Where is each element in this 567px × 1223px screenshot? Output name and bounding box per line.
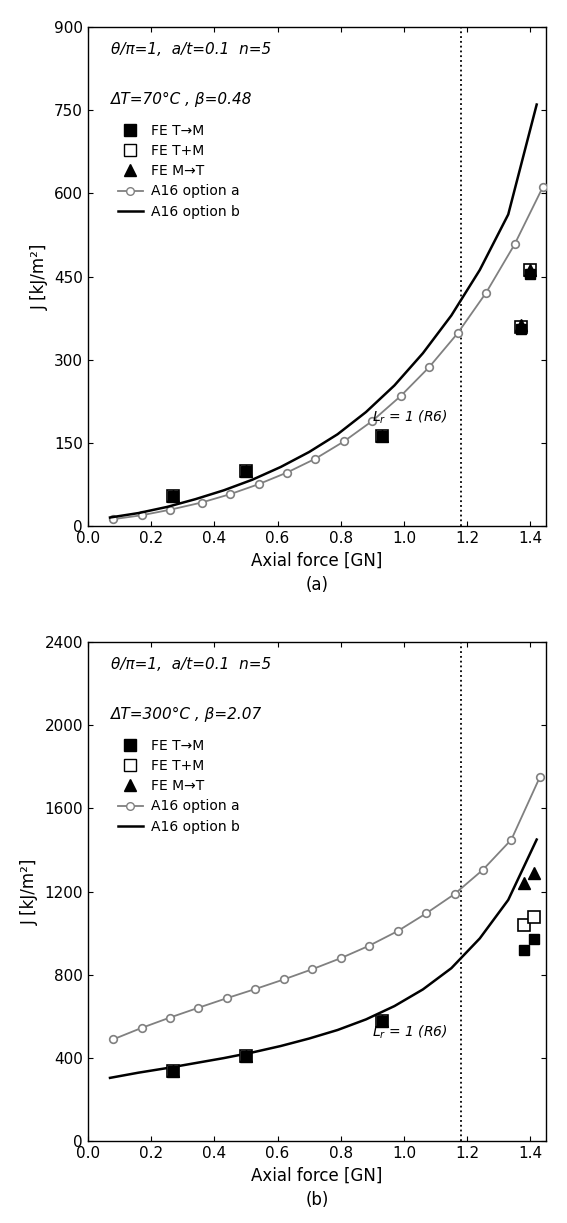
Text: ΔT=300°C , β=2.07: ΔT=300°C , β=2.07 (111, 707, 262, 722)
Text: $L_r$ = 1 (R6): $L_r$ = 1 (R6) (373, 1024, 448, 1042)
Text: (a): (a) (306, 576, 328, 594)
Text: θ/π=1,  a/t=0.1  n=5: θ/π=1, a/t=0.1 n=5 (111, 42, 271, 56)
Text: (b): (b) (306, 1191, 329, 1210)
Text: ΔT=70°C , β=0.48: ΔT=70°C , β=0.48 (111, 92, 252, 106)
Legend: FE T→M, FE T+M, FE M→T, A16 option a, A16 option b: FE T→M, FE T+M, FE M→T, A16 option a, A1… (118, 739, 240, 834)
Text: $L_r$ = 1 (R6): $L_r$ = 1 (R6) (373, 408, 448, 427)
Y-axis label: J [kJ/m²]: J [kJ/m²] (31, 243, 48, 309)
X-axis label: Axial force [GN]: Axial force [GN] (251, 552, 383, 570)
X-axis label: Axial force [GN]: Axial force [GN] (251, 1167, 383, 1185)
Text: θ/π=1,  a/t=0.1  n=5: θ/π=1, a/t=0.1 n=5 (111, 657, 271, 671)
Y-axis label: J [kJ/m²]: J [kJ/m²] (21, 859, 39, 925)
Legend: FE T→M, FE T+M, FE M→T, A16 option a, A16 option b: FE T→M, FE T+M, FE M→T, A16 option a, A1… (118, 124, 240, 219)
